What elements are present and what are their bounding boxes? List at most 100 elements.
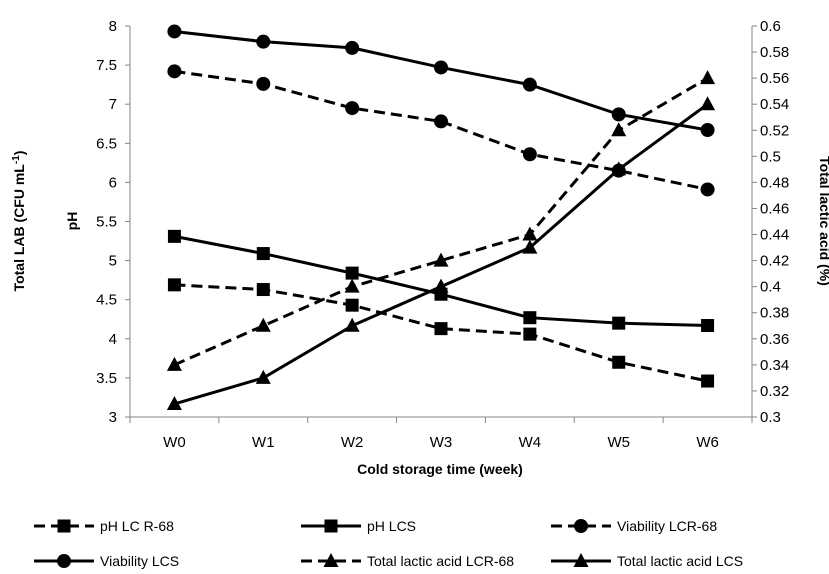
y-left-tick-label: 6.5 bbox=[96, 135, 117, 152]
y-right-tick-label: 0.58 bbox=[760, 44, 789, 61]
series-4-point bbox=[434, 60, 448, 75]
series-5-point bbox=[700, 70, 716, 85]
series-4-point bbox=[611, 107, 626, 122]
series-1-point bbox=[256, 283, 270, 297]
y-left-tick-label: 3 bbox=[109, 409, 117, 426]
legend-label: Viability LCS bbox=[100, 553, 179, 569]
y-right-tick-label: 0.36 bbox=[760, 331, 789, 348]
y-left-title-sup: -1 bbox=[11, 155, 22, 164]
y-right-tick-label: 0.56 bbox=[760, 70, 789, 87]
series-2-point bbox=[701, 319, 715, 333]
series-6-point bbox=[344, 317, 360, 332]
series-3-point bbox=[522, 147, 537, 162]
series-3-point bbox=[700, 182, 715, 197]
y-left-axis-title: Total LAB (CFU mL-1) bbox=[11, 151, 27, 292]
series-5-point bbox=[255, 317, 271, 332]
y-right-tick-label: 0.3 bbox=[760, 409, 781, 426]
series-2-point bbox=[612, 316, 626, 330]
legend-marker bbox=[323, 553, 339, 567]
legend-item: pH LC R-68 bbox=[34, 518, 174, 534]
series-6-point bbox=[611, 161, 627, 176]
legend-label: Total lactic acid LCR-68 bbox=[367, 553, 514, 569]
series-5-point bbox=[166, 356, 182, 371]
legend-label: Total lactic acid LCS bbox=[617, 553, 743, 569]
series-3-point bbox=[345, 101, 360, 116]
series-5-point bbox=[433, 252, 449, 267]
legend-marker bbox=[57, 519, 71, 533]
y-right-tick-label: 0.42 bbox=[760, 253, 789, 270]
series-3-point bbox=[434, 114, 448, 129]
y-left-tick-label: 7 bbox=[109, 96, 117, 113]
series-5-point bbox=[522, 226, 538, 241]
series-2-point bbox=[345, 266, 359, 280]
series-1-point bbox=[612, 355, 626, 369]
legend-item: Viability LCS bbox=[34, 553, 179, 569]
y-left-tick-label: 6 bbox=[109, 174, 117, 191]
series-5-point bbox=[611, 122, 627, 137]
y-left-title-end: ) bbox=[11, 151, 27, 156]
series-4-point bbox=[256, 34, 271, 49]
y-left-tick-label: 4 bbox=[109, 331, 117, 348]
series-1-point bbox=[701, 374, 715, 388]
series-1-point bbox=[345, 298, 359, 312]
legend-label: Viability LCR-68 bbox=[617, 518, 717, 534]
y-right-tick-label: 0.54 bbox=[760, 96, 789, 113]
series-5-point bbox=[344, 278, 360, 293]
series-2-point bbox=[167, 229, 181, 243]
y-right-tick-label: 0.5 bbox=[760, 148, 781, 165]
y-left-tick-label: 8 bbox=[109, 18, 117, 35]
y-right-tick-label: 0.34 bbox=[760, 357, 789, 374]
x-tick-label: W1 bbox=[252, 434, 275, 451]
y-left-tick-label: 3.5 bbox=[96, 370, 117, 387]
legend-item: pH LCS bbox=[301, 518, 416, 534]
series-4-point bbox=[345, 40, 360, 55]
legend-item: Viability LCR-68 bbox=[551, 518, 717, 534]
x-tick-label: W2 bbox=[341, 434, 364, 451]
y-right-axis-title: Total lactic acid (%) bbox=[817, 156, 829, 286]
y-left-tick-label: 4.5 bbox=[96, 292, 117, 309]
legend: pH LC R-68 pH LCS Viability LCR-68 Viabilit… bbox=[34, 518, 743, 569]
y-left-ph-title: pH bbox=[64, 212, 80, 231]
legend-marker bbox=[573, 553, 589, 567]
series-6-point bbox=[255, 369, 271, 384]
y-left-tick-label: 7.5 bbox=[96, 57, 117, 74]
series-lines bbox=[173, 29, 709, 406]
legend-label: pH LCS bbox=[367, 518, 416, 534]
y-left-title-main: Total LAB (CFU mL bbox=[11, 164, 27, 292]
x-tick-label: W4 bbox=[519, 434, 542, 451]
x-tick-label: W6 bbox=[696, 434, 719, 451]
legend-label: pH LC R-68 bbox=[100, 518, 174, 534]
series-6-point bbox=[522, 239, 538, 254]
y-right-tick-label: 0.6 bbox=[760, 18, 781, 35]
series-markers bbox=[166, 24, 716, 410]
y-right-tick-label: 0.32 bbox=[760, 383, 789, 400]
series-4-point bbox=[522, 77, 537, 92]
series-1-point bbox=[434, 322, 448, 336]
series-6-point bbox=[166, 395, 182, 410]
x-tick-label: W0 bbox=[163, 434, 186, 451]
x-tick-label: W5 bbox=[607, 434, 630, 451]
series-2-point bbox=[256, 247, 270, 261]
series-6-point bbox=[433, 278, 449, 293]
series-1-point bbox=[167, 278, 181, 292]
legend-marker bbox=[574, 519, 588, 533]
legend-item: Total lactic acid LCR-68 bbox=[301, 553, 514, 569]
y-right-tick-label: 0.38 bbox=[760, 305, 789, 322]
chart-axes: 3 3.5 4 4.5 5 5.5 6 6.5 7 7.5 8 0.3 0.32 0.34 0.36 0.38… bbox=[96, 18, 789, 451]
series-line-3 bbox=[174, 69, 708, 191]
y-right-tick-label: 0.44 bbox=[760, 227, 789, 244]
y-right-tick-label: 0.4 bbox=[760, 279, 781, 296]
y-right-tick-label: 0.48 bbox=[760, 174, 789, 191]
x-tick-label: W3 bbox=[430, 434, 453, 451]
series-4-point bbox=[700, 123, 715, 138]
y-left-tick-label: 5.5 bbox=[96, 214, 117, 231]
series-1-point bbox=[523, 327, 537, 341]
legend-item: Total lactic acid LCS bbox=[551, 553, 743, 569]
x-axis-title: Cold storage time (week) bbox=[357, 461, 523, 477]
legend-marker bbox=[57, 554, 71, 568]
series-2-point bbox=[523, 311, 537, 325]
legend-marker bbox=[324, 519, 338, 533]
series-3-point bbox=[256, 76, 271, 91]
series-4-point bbox=[167, 24, 182, 39]
